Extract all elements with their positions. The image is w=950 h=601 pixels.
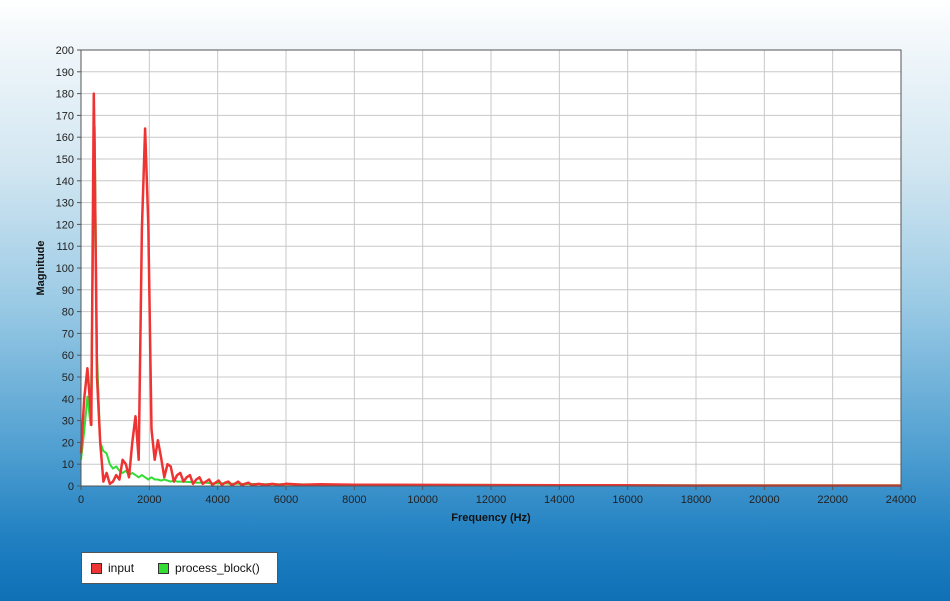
x-tick-labels: 0 2000 4000 6000 8000 10000 12000 14000 16000 180… [78, 486, 916, 506]
y-tick-label: 10 [62, 459, 74, 471]
x-tick-label: 4000 [205, 494, 229, 506]
y-tick-label: 150 [56, 154, 74, 166]
y-tick-label: 140 [56, 176, 74, 188]
x-axis-title: Frequency (Hz) [451, 512, 531, 524]
y-tick-label: 180 [56, 89, 74, 101]
legend-swatch-process-block [158, 562, 170, 574]
x-tick-label: 6000 [274, 494, 298, 506]
series-line-input [79, 92, 901, 487]
y-tick-label: 190 [56, 67, 74, 79]
x-tick-label: 12000 [476, 494, 507, 506]
y-tick-label: 70 [62, 328, 74, 340]
legend: input process_block() [81, 552, 278, 584]
legend-swatch-input [91, 562, 102, 574]
legend-item-input: input [91, 561, 134, 575]
x-tick-label: 0 [78, 494, 84, 506]
legend-label-input: input [108, 561, 135, 575]
x-tick-label: 10000 [407, 494, 438, 506]
x-tick-label: 18000 [681, 494, 712, 506]
x-tick-label: 2000 [137, 494, 161, 506]
legend-label-process-block: process_block() [175, 561, 260, 575]
x-tick-label: 24000 [886, 494, 917, 506]
y-tick-label: 130 [56, 198, 74, 210]
y-tick-label: 200 [56, 45, 74, 57]
y-tick-label: 60 [62, 350, 74, 362]
y-tick-label: 160 [56, 132, 74, 144]
legend-item-process-block: process_block() [158, 561, 260, 575]
x-tick-label: 14000 [544, 494, 575, 506]
y-tick-label: 20 [62, 437, 74, 449]
y-tick-labels: 0 10 20 30 40 50 60 70 80 90 100 110 120 130 140 150 160… [56, 45, 81, 493]
x-tick-label: 20000 [749, 494, 780, 506]
x-tick-label: 16000 [612, 494, 643, 506]
y-tick-label: 100 [56, 263, 74, 275]
x-tick-label: 22000 [817, 494, 848, 506]
y-tick-label: 0 [68, 481, 74, 493]
y-tick-label: 80 [62, 307, 74, 319]
series-lines [79, 92, 901, 487]
y-tick-label: 40 [62, 394, 74, 406]
y-tick-label: 110 [56, 241, 74, 253]
y-tick-label: 30 [62, 416, 74, 428]
y-tick-label: 50 [62, 372, 74, 384]
y-axis-title: Magnitude [35, 241, 47, 296]
x-tick-label: 8000 [342, 494, 366, 506]
y-tick-label: 90 [62, 285, 74, 297]
grid-lines [81, 50, 901, 486]
y-tick-label: 120 [56, 219, 74, 231]
y-tick-label: 170 [56, 110, 74, 122]
